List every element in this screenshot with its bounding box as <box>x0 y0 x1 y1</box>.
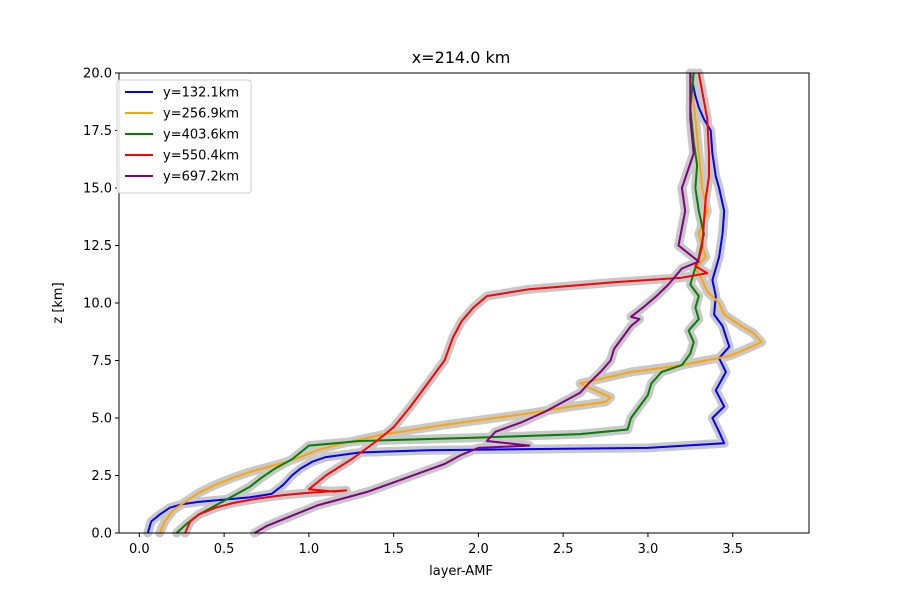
legend-label-4: y=550.4km <box>163 149 239 164</box>
series-line-1 <box>146 72 731 534</box>
legend-box <box>116 79 252 194</box>
y-tick-label: 2.5 <box>91 469 112 484</box>
x-tick-label: 0.0 <box>129 542 150 557</box>
series-line-5 <box>254 73 700 534</box>
legend-label-5: y=697.2km <box>163 170 239 185</box>
series-line-2 <box>158 72 763 534</box>
y-tick-label: 10.0 <box>83 297 112 312</box>
legend-label-1: y=132.1km <box>163 86 239 101</box>
y-axis-label: z [km] <box>51 282 66 323</box>
y-tick-label: 5.0 <box>91 412 112 427</box>
x-tick-label: 3.0 <box>638 542 659 557</box>
x-tick-label: 1.0 <box>299 542 320 557</box>
series-line-4 <box>184 72 710 534</box>
legend-label-2: y=256.9km <box>163 107 239 122</box>
y-tick-label: 12.5 <box>83 239 112 254</box>
x-tick-label: 1.5 <box>383 542 404 557</box>
y-tick-label: 15.0 <box>83 182 112 197</box>
x-tick-label: 3.5 <box>722 542 743 557</box>
chart-title: x=214.0 km <box>412 48 511 67</box>
y-axis-ticks: 0.0 2.5 5.0 7.5 10.0 12.5 15.0 17.5 20.0 <box>83 67 119 542</box>
x-tick-label: 2.0 <box>468 542 489 557</box>
y-tick-label: 7.5 <box>91 354 112 369</box>
legend: y=132.1km y=256.9km y=403.6km y=550.4km y=69… <box>116 79 252 194</box>
series-lines <box>146 72 763 534</box>
y-tick-label: 20.0 <box>83 67 112 82</box>
x-tick-label: 0.5 <box>214 542 235 557</box>
y-tick-label: 0.0 <box>91 527 112 542</box>
x-axis-ticks: 0.0 0.5 1.0 1.5 2.0 2.5 3.0 3.5 <box>129 533 743 557</box>
x-tick-label: 2.5 <box>553 542 574 557</box>
y-tick-label: 17.5 <box>83 124 112 139</box>
legend-label-3: y=403.6km <box>163 128 239 143</box>
x-axis-label: layer-AMF <box>429 564 493 579</box>
